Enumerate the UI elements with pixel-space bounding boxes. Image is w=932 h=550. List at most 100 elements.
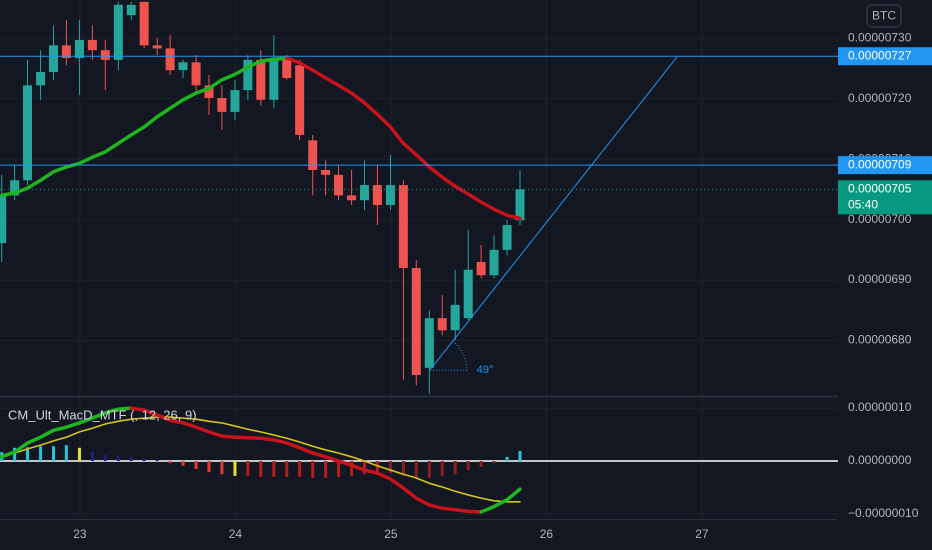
candle-body [347,195,357,201]
histogram-bar [246,461,250,476]
histogram-bar [220,461,224,475]
indicator-line [129,406,483,514]
histogram-bar [77,447,81,462]
candle-body [411,267,421,376]
x-tick-label: 26 [540,527,554,541]
histogram-bar [298,461,302,477]
price-line-tag [838,156,932,175]
x-tick-label: 23 [73,527,87,541]
x-tick-label: 27 [695,527,709,541]
y-tick-label: 0.00000690 [848,272,912,286]
candle-body [48,45,58,72]
histogram-bar [26,447,30,462]
candle-body [502,225,512,250]
trend-line [429,56,678,371]
indicator-line [479,487,522,514]
histogram-bar [350,461,354,476]
candle-body [178,62,188,71]
y-tick-label: 0.00000700 [848,212,912,226]
candle-body [321,169,331,175]
candle-body [191,62,201,86]
histogram-bar [64,445,68,462]
histogram-bar [207,461,211,473]
histogram-bar [388,461,392,474]
histogram-bar [142,458,146,462]
candle-body [334,174,344,196]
candle-body [437,318,447,331]
histogram-bar [103,455,107,462]
candle-body [398,185,408,268]
indicator-line [0,406,133,459]
histogram-bar [194,461,198,469]
candle-body [10,180,20,196]
candle-body [165,48,175,71]
candle-body [217,97,227,112]
histogram-bar [401,461,405,476]
histogram-bar [479,461,483,467]
y-tick-label: 0.00000720 [848,91,912,105]
histogram-bar [272,461,276,477]
histogram-bar [324,461,328,478]
angle-arc [452,340,468,371]
currency-button[interactable] [866,4,902,28]
candle-body [113,4,123,60]
candle-body [359,185,369,201]
price-line-label: 0.00000709 [848,157,912,171]
indicator-line [284,56,522,221]
candle-body [256,59,266,100]
candle-body [385,185,395,206]
candle-body [243,59,253,91]
y-tick-label: 0.00000010 [848,400,912,414]
indicator-title: CM_Ult_MacD_MTF (, 12, 26, 9) [8,407,197,422]
indicator-line [0,56,289,198]
candle-body [61,45,71,59]
histogram-bar [259,461,263,477]
candle-body [87,39,97,51]
countdown-label: 05:40 [848,198,878,212]
price-pane: 49° [0,1,838,394]
macd-pane [0,406,838,514]
y-tick-label: −0.00000010 [848,506,919,520]
candle-body [36,71,46,86]
candle-body [308,140,318,170]
price-scale: 0.000007300.000007200.000007100.00000700… [838,30,932,520]
histogram-bar [492,461,496,464]
histogram-bar [311,461,315,478]
currency-label[interactable]: BTC [872,9,896,23]
histogram-bar [414,461,418,478]
candle-body [139,1,149,46]
y-tick-label: 0.00000680 [848,333,912,347]
candle-body [0,195,7,244]
histogram-bar [39,446,43,462]
candle-body [282,59,292,79]
histogram-bar [337,461,341,477]
candle-body [269,59,279,100]
histogram-bar [233,461,237,476]
histogram-bar [116,456,120,462]
y-tick-label: 0.00000730 [848,30,912,44]
histogram-bar [90,452,94,462]
histogram-bar [466,461,470,471]
candle-body [295,65,305,135]
candle-body [489,249,499,276]
x-tick-label: 24 [229,527,243,541]
candle-body [463,269,473,319]
x-tick-label: 25 [384,527,398,541]
histogram-bar [440,461,444,476]
price-line-tag [838,47,932,66]
angle-label: 49° [477,364,494,376]
histogram-bar [129,456,133,462]
price-line-label: 0.00000727 [848,48,912,62]
histogram-bar [285,461,289,477]
histogram-bar [155,459,159,462]
histogram-bar [181,461,185,466]
candle-body [100,50,110,60]
histogram-bar [168,461,172,464]
histogram-bar [51,446,55,462]
histogram-bar [505,456,509,462]
indicator-line [0,416,521,503]
histogram-bar [518,450,522,462]
candle-body [126,4,136,16]
histogram-bar [13,447,17,462]
